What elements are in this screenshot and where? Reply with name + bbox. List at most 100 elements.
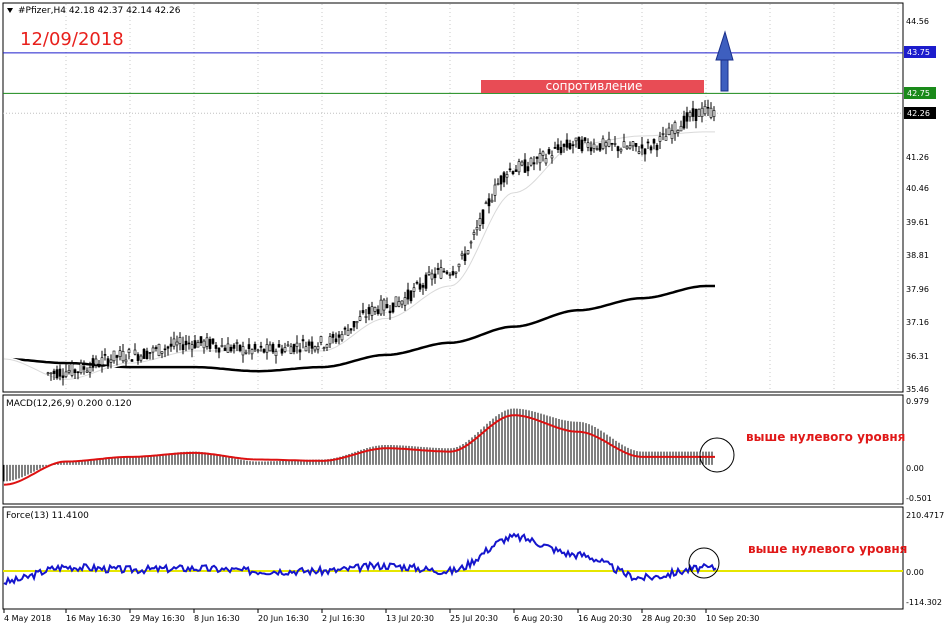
candle-body — [679, 125, 683, 132]
candle-body — [145, 350, 149, 359]
candle-body — [694, 108, 698, 121]
candle-body — [613, 143, 617, 145]
candle-body — [127, 349, 131, 353]
candle-body — [631, 141, 635, 147]
candle-body — [64, 371, 68, 377]
candle-body — [577, 137, 581, 149]
candle-body — [250, 349, 254, 355]
macd-tick: 0.00 — [906, 464, 924, 473]
candle-body — [553, 147, 557, 149]
candle-body — [619, 148, 623, 152]
candle-body — [214, 344, 218, 349]
candle-body — [193, 340, 197, 348]
force-tick: -114.302 — [906, 598, 942, 607]
macd-title: MACD(12,26,9) 0.200 0.120 — [6, 399, 132, 409]
candle-body — [97, 365, 101, 368]
candle-body — [661, 133, 665, 135]
candle-body — [163, 348, 167, 351]
candle-body — [340, 334, 344, 341]
candle-body — [283, 347, 287, 352]
candle-body — [400, 300, 404, 305]
candle-body — [391, 302, 395, 313]
candle-body — [649, 146, 653, 151]
candle-body — [478, 218, 482, 226]
candle-body — [94, 358, 98, 365]
candle-body — [49, 372, 53, 375]
time-label: 4 May 2018 — [4, 614, 51, 623]
candle-body — [202, 340, 206, 349]
symbol-header: #Pfizer,H4 42.18 42.37 42.14 42.26 — [18, 6, 181, 16]
candle-body — [670, 130, 674, 139]
macd-annotation: выше нулевого уровня — [746, 430, 905, 444]
candle-body — [394, 296, 398, 308]
candle-body — [187, 342, 191, 345]
candle-body — [643, 148, 647, 155]
candle-body — [286, 344, 290, 347]
candle-body — [52, 370, 56, 374]
candle-body — [508, 168, 512, 171]
resistance-box[interactable] — [481, 80, 704, 93]
candle-body — [586, 142, 590, 148]
candle-body — [709, 107, 713, 118]
green-level-tag — [904, 87, 936, 99]
candle-body — [673, 122, 677, 134]
candle-body — [418, 283, 422, 290]
price-tick: 37.16 — [906, 318, 929, 327]
candle-body — [304, 346, 308, 352]
candle-body — [688, 112, 692, 118]
candle-body — [139, 355, 143, 361]
candle-body — [523, 159, 527, 173]
candle-body — [406, 289, 410, 300]
candle-body — [91, 358, 95, 368]
price-tick: 37.96 — [906, 285, 929, 294]
candle-body — [484, 202, 488, 205]
force-index-line — [3, 532, 717, 586]
candle-body — [235, 342, 239, 344]
macd-panel[interactable] — [2, 394, 904, 505]
candle-body — [682, 115, 686, 129]
candle-body — [346, 329, 350, 336]
main-panel[interactable] — [2, 2, 904, 393]
candle-body — [685, 112, 689, 122]
candle-body — [403, 297, 407, 306]
candle-body — [349, 328, 353, 331]
candle-body — [199, 336, 203, 344]
candle-body — [103, 354, 107, 356]
price-tick: 40.46 — [906, 184, 929, 193]
candle-body — [328, 336, 332, 345]
candle-body — [73, 369, 77, 373]
candle-body — [439, 267, 443, 279]
candle-body — [664, 136, 668, 141]
date-label: 12/09/2018 — [20, 29, 124, 50]
blue-level-tag — [904, 46, 936, 58]
candle-body — [85, 370, 89, 373]
candle-body — [676, 130, 680, 133]
candle-body — [211, 338, 215, 344]
candle-body — [238, 344, 242, 351]
time-label: 20 Jun 16:30 — [258, 614, 309, 623]
candle-body — [175, 341, 179, 346]
time-label: 13 Jul 20:30 — [386, 614, 434, 623]
time-label: 25 Jul 20:30 — [450, 614, 498, 623]
force-panel[interactable] — [2, 506, 904, 610]
candle-body — [532, 162, 536, 165]
up-arrow-icon[interactable] — [715, 30, 734, 92]
time-label: 16 May 16:30 — [66, 614, 121, 623]
candle-body — [124, 359, 128, 363]
candle-body — [205, 337, 209, 347]
last-price-tag-text: 42.26 — [907, 109, 930, 118]
candle-body — [526, 166, 530, 172]
time-label: 6 Aug 20:30 — [514, 614, 563, 623]
candle-body — [262, 348, 266, 353]
force-path — [3, 532, 717, 586]
candle-body — [334, 338, 338, 343]
ma-fast-line — [3, 129, 715, 382]
candle-body — [703, 105, 707, 115]
collapse-triangle-icon[interactable] — [7, 8, 13, 13]
candle-body — [574, 137, 578, 142]
candle-body — [385, 304, 389, 309]
candle-body — [616, 146, 620, 152]
candle-body — [298, 349, 302, 353]
grid — [3, 4, 903, 391]
